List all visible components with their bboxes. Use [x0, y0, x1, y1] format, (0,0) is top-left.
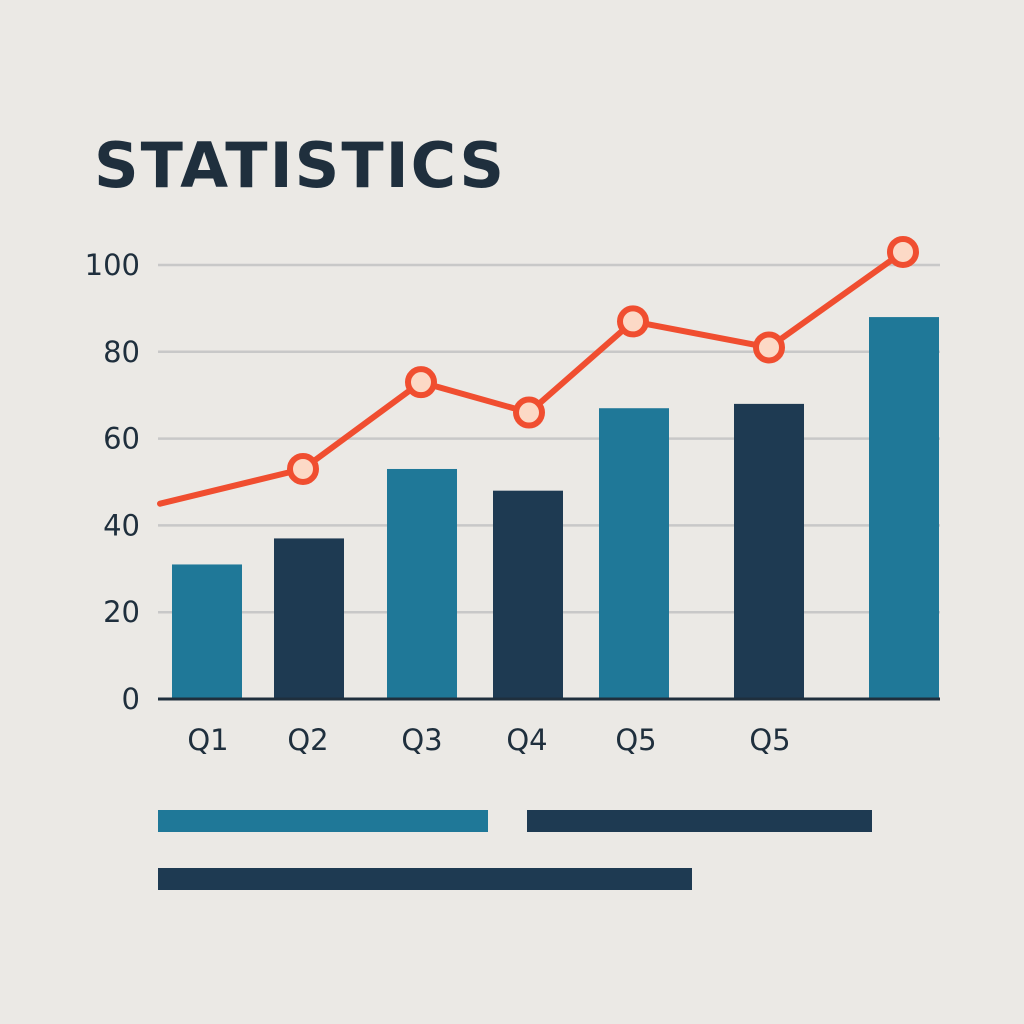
- y-tick-label: 60: [103, 422, 140, 456]
- bar: [493, 490, 563, 699]
- x-tick-label: Q1: [187, 723, 228, 757]
- line-point: [405, 366, 437, 399]
- y-tick-label: 40: [103, 508, 140, 542]
- bar: [599, 408, 669, 699]
- y-tick-label: 0: [122, 682, 140, 716]
- y-tick-label: 100: [85, 248, 140, 282]
- x-tick-label: Q5: [749, 723, 790, 757]
- y-tick-label: 80: [103, 335, 140, 369]
- bar: [869, 317, 939, 699]
- line-point: [617, 305, 649, 338]
- bar: [734, 403, 804, 699]
- bar: [274, 538, 344, 699]
- bar: [172, 564, 242, 699]
- line-point: [887, 235, 919, 268]
- x-axis-ticks: Q1 Q2 Q3 Q4 Q5 Q5: [187, 723, 790, 757]
- x-tick-label: Q2: [287, 723, 328, 757]
- y-tick-label: 20: [103, 595, 140, 629]
- x-tick-label: Q3: [401, 723, 442, 757]
- line-point: [753, 331, 785, 364]
- x-tick-label: Q5: [615, 723, 656, 757]
- legend-bar-navy-bottom: [158, 868, 692, 890]
- bar: [387, 468, 457, 699]
- x-tick-label: Q4: [506, 723, 547, 757]
- line-point: [287, 452, 319, 485]
- line-point: [513, 396, 545, 429]
- y-axis-ticks: 0 20 40 60 80 100: [85, 248, 140, 716]
- line-series: [157, 235, 919, 507]
- bar-series: [172, 317, 939, 699]
- legend-bar-teal: [158, 810, 488, 832]
- legend-bar-navy-top: [527, 810, 872, 832]
- chart-title: STATISTICS: [94, 129, 506, 202]
